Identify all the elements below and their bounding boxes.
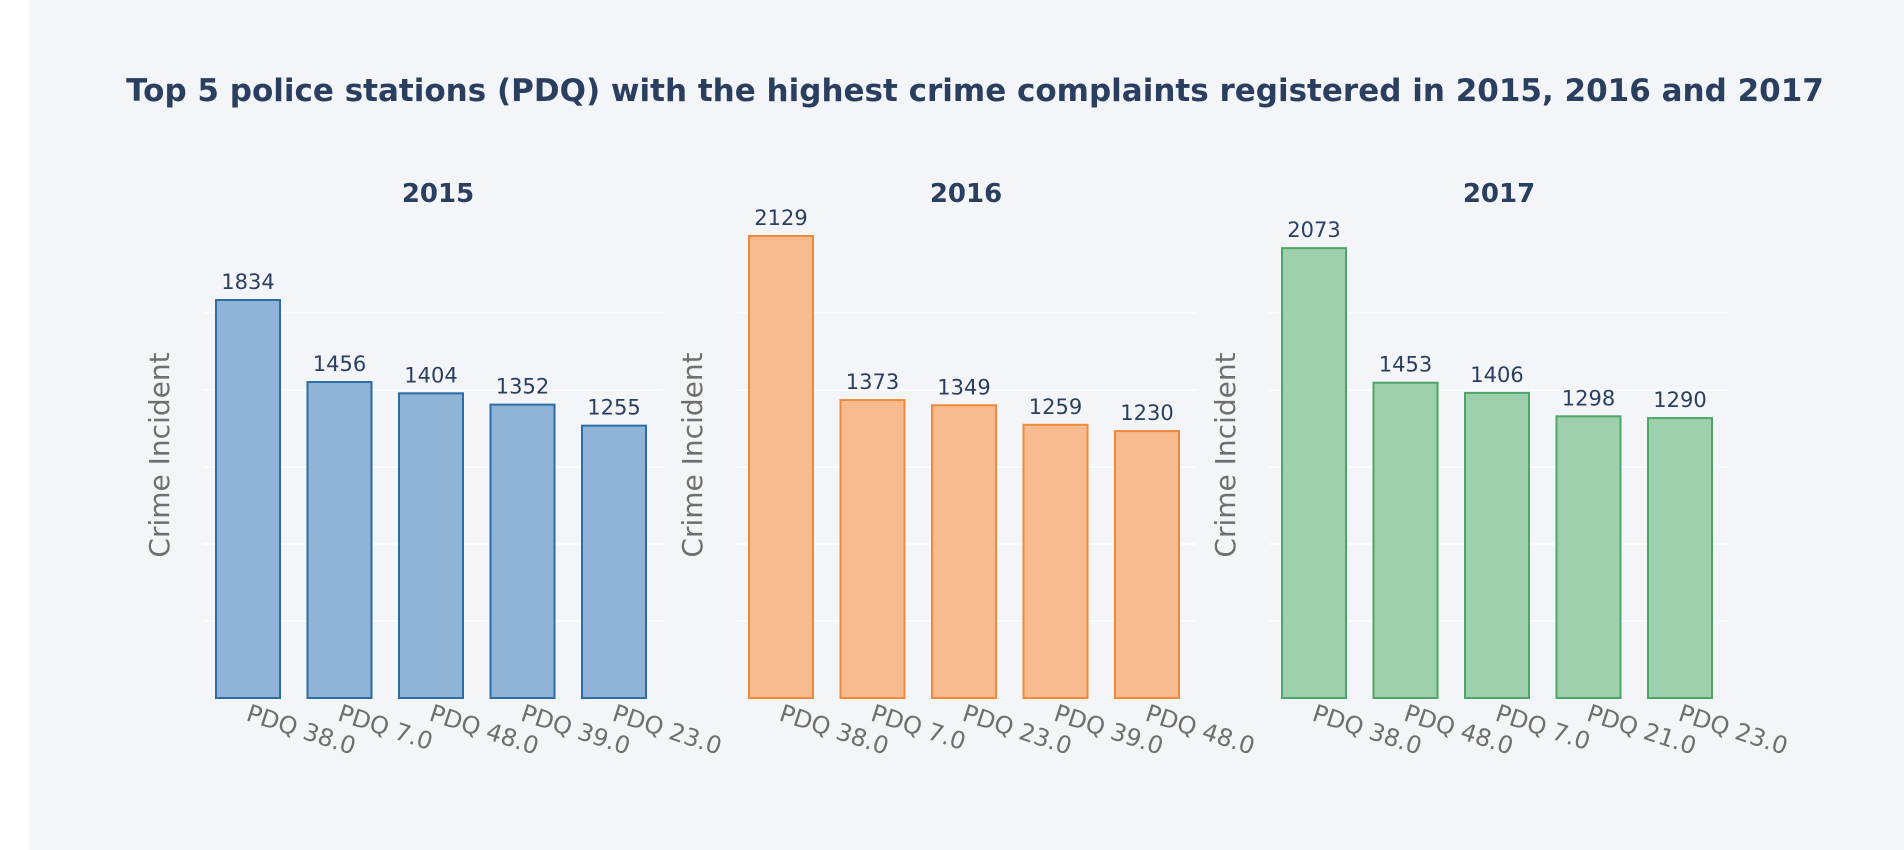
- data-label: 1352: [496, 375, 549, 399]
- bar: [1022, 423, 1089, 699]
- data-label: 1230: [1120, 401, 1173, 425]
- bar: [489, 403, 556, 699]
- subplot-title: 2017: [1463, 179, 1535, 209]
- bar: [931, 404, 997, 699]
- chart: Top 5 police stations (PDQ) with the hig…: [126, 73, 1824, 761]
- data-label: 1373: [846, 370, 899, 394]
- data-label: 1406: [1470, 363, 1523, 387]
- bar: [215, 299, 281, 699]
- subplot-title: 2016: [930, 179, 1002, 209]
- y-axis-label: Crime Incident: [143, 352, 176, 557]
- bar: [748, 235, 814, 699]
- bar: [1647, 417, 1713, 699]
- data-label: 1255: [587, 396, 640, 420]
- y-axis-label: Crime Incident: [676, 352, 709, 557]
- data-label: 1259: [1029, 395, 1082, 419]
- data-label: 1404: [404, 363, 457, 387]
- data-label: 2129: [754, 206, 807, 230]
- data-label: 1453: [1379, 353, 1432, 377]
- data-label: 1290: [1653, 388, 1706, 412]
- data-label: 1456: [313, 352, 366, 376]
- bar: [1372, 381, 1439, 699]
- data-label: 1834: [221, 270, 274, 294]
- bar: [398, 392, 464, 699]
- bar: [839, 399, 906, 699]
- bar: [1464, 391, 1530, 699]
- data-label: 2073: [1287, 218, 1340, 242]
- chart-background: Top 5 police stations (PDQ) with the hig…: [29, 0, 1904, 850]
- data-label: 1298: [1562, 386, 1615, 410]
- bar: [1555, 415, 1622, 699]
- bar: [581, 424, 647, 699]
- y-axis-label: Crime Incident: [1209, 352, 1242, 557]
- subplot-title: 2015: [402, 179, 474, 209]
- data-label: 1349: [937, 375, 990, 399]
- bar: [1281, 247, 1347, 699]
- bar: [1114, 430, 1180, 699]
- bar: [306, 381, 373, 699]
- chart-title: Top 5 police stations (PDQ) with the hig…: [126, 73, 1824, 109]
